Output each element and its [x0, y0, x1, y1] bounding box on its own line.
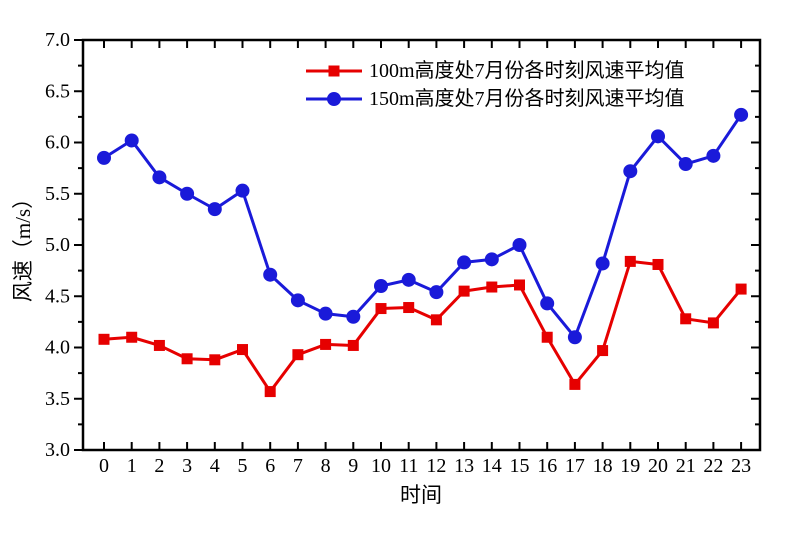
- x-tick-label: 0: [99, 455, 109, 477]
- data-point-circle: [374, 279, 388, 293]
- data-point-circle: [235, 183, 250, 198]
- x-tick-label: 22: [703, 455, 723, 477]
- x-tick-label: 18: [593, 455, 613, 477]
- y-axis-title: 风速（m/s）: [11, 188, 35, 302]
- x-tick-label: 13: [454, 455, 474, 477]
- x-tick-label: 11: [399, 455, 418, 477]
- data-point-square: [514, 279, 525, 291]
- x-tick-label: 14: [482, 455, 502, 477]
- x-tick-label: 9: [348, 455, 358, 477]
- data-point-circle: [512, 238, 527, 252]
- x-tick-label: 21: [676, 455, 696, 477]
- data-point-circle: [457, 255, 472, 270]
- data-point-circle: [180, 186, 195, 201]
- data-point-circle: [346, 309, 361, 324]
- data-point-square: [347, 339, 359, 351]
- data-point-square: [98, 333, 110, 345]
- data-point-circle: [429, 285, 444, 300]
- data-point-square: [126, 331, 138, 343]
- x-tick-label: 4: [210, 455, 220, 477]
- y-tick-label: 5.5: [45, 183, 70, 205]
- data-point-circle: [484, 252, 499, 267]
- data-point-square: [486, 281, 498, 293]
- data-point-square: [181, 353, 193, 365]
- x-tick-label: 23: [731, 455, 751, 477]
- data-point-circle: [263, 267, 278, 282]
- x-tick-label: 8: [321, 455, 331, 477]
- y-tick-label: 6.5: [45, 80, 70, 102]
- data-point-circle: [651, 129, 665, 144]
- x-tick-label: 6: [265, 455, 275, 477]
- x-tick-label: 12: [426, 455, 446, 477]
- data-point-square: [403, 302, 415, 314]
- legend-label-100m: 100m高度处7月份各时刻风速平均值: [369, 59, 685, 82]
- data-point-circle: [623, 164, 638, 179]
- x-tick-label: 10: [371, 455, 391, 477]
- y-tick-label: 5.0: [45, 234, 70, 256]
- series-line-150m: [103, 113, 743, 339]
- x-tick-label: 2: [154, 455, 164, 477]
- data-point-square: [153, 339, 165, 351]
- plot-area: 3.03.54.04.55.05.56.06.57.00 1 2 3 4 5 6 7 8 9 10 1…: [45, 29, 762, 477]
- data-point-circle: [290, 293, 305, 308]
- data-point-circle: [401, 272, 416, 287]
- data-point-circle: [706, 148, 721, 163]
- y-tick-label: 3.5: [45, 388, 70, 410]
- data-point-circle: [318, 306, 333, 321]
- legend-marker-square-icon: [328, 65, 340, 77]
- data-point-square: [652, 258, 664, 270]
- y-tick-label: 6.0: [45, 132, 70, 154]
- x-tick-label: 19: [620, 455, 640, 477]
- x-tick-label: 16: [537, 455, 557, 477]
- data-point-square: [237, 344, 248, 356]
- y-tick-label: 3.0: [45, 439, 70, 461]
- data-point-circle: [152, 170, 167, 185]
- legend-marker-circle-icon: [327, 92, 341, 106]
- x-tick-label: 1: [127, 455, 137, 477]
- data-point-square: [707, 317, 719, 329]
- data-point-circle: [207, 202, 222, 217]
- data-point-circle: [124, 133, 139, 148]
- data-point-circle: [97, 150, 111, 165]
- legend-label-150m: 150m高度处7月份各时刻风速平均值: [369, 87, 685, 110]
- x-tick-label: 20: [648, 455, 668, 477]
- x-tick-label: 15: [510, 455, 530, 477]
- data-point-square: [624, 255, 636, 267]
- data-point-square: [735, 283, 747, 295]
- data-point-circle: [678, 157, 693, 172]
- data-point-square: [292, 349, 304, 361]
- legend-item-100m: 100m高度处7月份各时刻风速平均值: [306, 59, 685, 82]
- series-line-100m: [103, 259, 743, 394]
- data-point-circle: [595, 256, 610, 271]
- data-point-square: [375, 303, 387, 315]
- x-axis-title: 时间: [400, 483, 442, 507]
- data-point-square: [541, 331, 553, 343]
- x-tick-label: 17: [565, 455, 585, 477]
- data-point-square: [430, 314, 442, 326]
- data-point-square: [597, 345, 609, 357]
- y-tick-label: 4.0: [45, 337, 70, 359]
- data-point-square: [680, 313, 692, 325]
- x-tick-label: 5: [238, 455, 248, 477]
- data-point-circle: [567, 330, 582, 345]
- data-point-circle: [540, 296, 555, 311]
- y-tick-label: 4.5: [45, 285, 70, 307]
- data-point-circle: [734, 107, 749, 122]
- x-tick-label: 3: [182, 455, 192, 477]
- data-point-square: [569, 378, 581, 390]
- data-point-square: [209, 354, 221, 366]
- legend-item-150m: 150m高度处7月份各时刻风速平均值: [306, 87, 685, 110]
- x-tick-label: 7: [293, 455, 303, 477]
- y-tick-label: 7.0: [45, 29, 70, 51]
- legend: 100m高度处7月份各时刻风速平均值 150m高度处7月份各时刻风速平均值: [306, 59, 685, 110]
- data-point-square: [458, 285, 470, 297]
- data-point-square: [320, 338, 332, 350]
- data-point-square: [264, 386, 276, 398]
